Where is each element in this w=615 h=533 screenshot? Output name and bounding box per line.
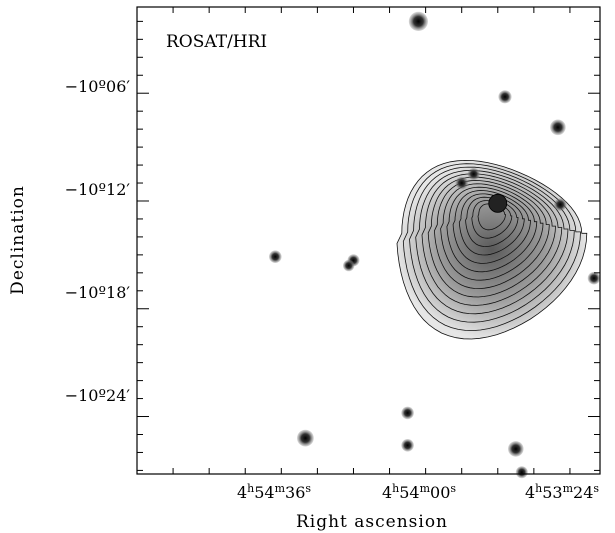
contour-line (409, 166, 575, 323)
point-source (455, 176, 469, 190)
point-source (343, 259, 355, 272)
point-source (587, 271, 601, 285)
panel-label: ROSAT/HRI (166, 32, 267, 52)
point-source (554, 198, 567, 211)
axis-ticks (136, 7, 600, 474)
contour-line (433, 180, 550, 290)
x-tick-label: 4h54m00s (382, 482, 456, 502)
contour-line (415, 169, 569, 315)
point-source (269, 250, 282, 263)
contour-line (452, 190, 531, 264)
point-sources (269, 11, 601, 479)
x-axis-label: Right ascension (296, 512, 448, 532)
y-tick-label: −10º06′ (65, 77, 131, 96)
point-source (515, 466, 528, 479)
point-source (408, 11, 428, 31)
point-source (401, 439, 414, 452)
y-axis-label: Declination (8, 185, 28, 295)
point-source (401, 406, 414, 420)
point-source (467, 168, 480, 180)
point-source (550, 119, 566, 136)
contour-line (440, 183, 544, 281)
core-peak (488, 193, 508, 213)
extended-source (396, 159, 588, 340)
contour-line (446, 186, 538, 273)
contour-line (396, 159, 588, 340)
y-tick-label: −10º24′ (65, 386, 131, 405)
contour-line (421, 173, 563, 306)
point-source (498, 90, 512, 104)
y-tick-label: −10º12′ (65, 180, 131, 199)
extended-emission (397, 160, 587, 339)
point-source (297, 429, 314, 447)
y-tick-label: −10º18′ (65, 283, 131, 302)
x-tick-label: 4h53m24s (525, 482, 599, 502)
plot-frame (136, 6, 601, 475)
contour-line (402, 163, 581, 332)
contour-line (427, 176, 556, 298)
point-source (508, 441, 524, 457)
x-tick-label: 4h54m36s (237, 482, 311, 502)
